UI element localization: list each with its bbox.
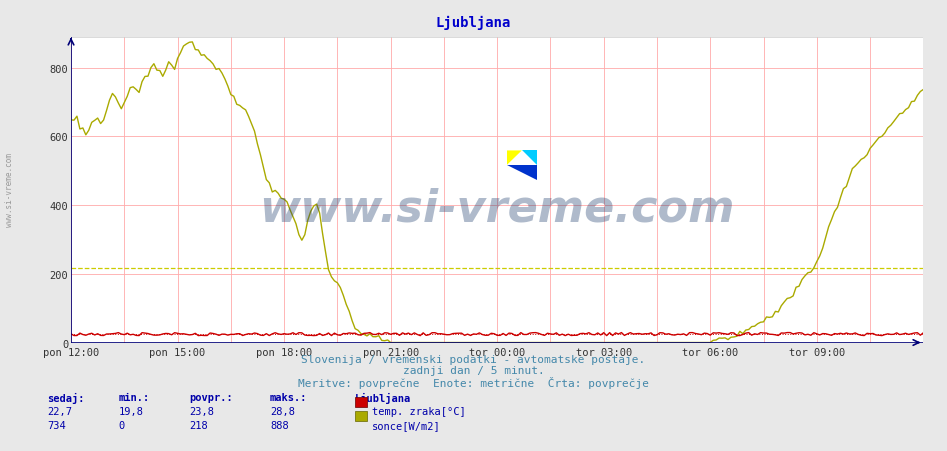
Text: 19,8: 19,8 [118,406,143,416]
Polygon shape [507,166,537,180]
Text: 218: 218 [189,420,208,430]
Text: 22,7: 22,7 [47,406,72,416]
Text: www.si-vreme.com: www.si-vreme.com [259,187,735,230]
Text: maks.:: maks.: [270,392,308,402]
Text: zadnji dan / 5 minut.: zadnji dan / 5 minut. [402,365,545,375]
Text: 734: 734 [47,420,66,430]
Text: www.si-vreme.com: www.si-vreme.com [5,152,14,226]
Text: 0: 0 [118,420,125,430]
Text: Ljubljana: Ljubljana [436,16,511,30]
Polygon shape [507,151,522,166]
Text: 23,8: 23,8 [189,406,214,416]
Text: temp. zraka[°C]: temp. zraka[°C] [372,406,466,416]
Text: Slovenija / vremenski podatki - avtomatske postaje.: Slovenija / vremenski podatki - avtomats… [301,354,646,364]
Text: 28,8: 28,8 [270,406,295,416]
Polygon shape [522,151,537,166]
Text: 888: 888 [270,420,289,430]
Text: min.:: min.: [118,392,150,402]
Text: Ljubljana: Ljubljana [355,392,411,403]
Text: sonce[W/m2]: sonce[W/m2] [372,420,441,430]
Text: povpr.:: povpr.: [189,392,233,402]
Text: sedaj:: sedaj: [47,392,85,403]
Text: Meritve: povprečne  Enote: metrične  Črta: povprečje: Meritve: povprečne Enote: metrične Črta:… [298,377,649,389]
